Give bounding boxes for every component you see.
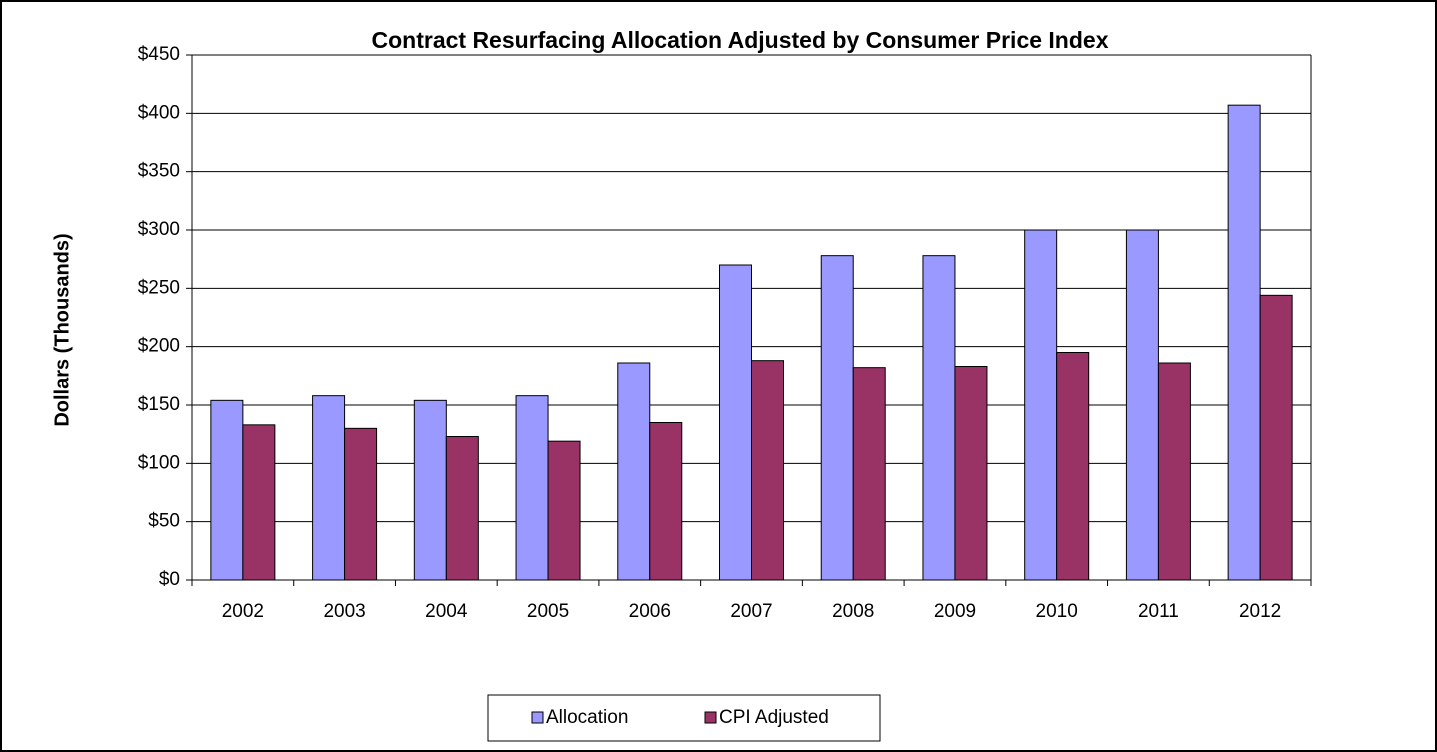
bar xyxy=(515,395,549,581)
bar xyxy=(820,255,854,581)
bar xyxy=(1227,104,1261,581)
bar xyxy=(242,424,276,581)
bar xyxy=(1259,294,1293,581)
x-tick-label: 2012 xyxy=(1239,601,1281,622)
y-tick-label: $200 xyxy=(138,336,180,357)
legend-swatch xyxy=(531,711,544,724)
x-tick-label: 2005 xyxy=(527,601,569,622)
y-tick-label: $400 xyxy=(138,102,180,123)
bar xyxy=(719,264,752,581)
x-tick-label: 2004 xyxy=(425,601,468,622)
y-tick-label: $350 xyxy=(138,161,180,182)
bar xyxy=(210,399,244,581)
chart-title: Contract Resurfacing Allocation Adjusted… xyxy=(372,27,1109,53)
bar xyxy=(1024,229,1058,581)
bar xyxy=(445,436,479,581)
y-axis-title: Dollars (Thousands) xyxy=(51,233,73,426)
y-tick-label: $150 xyxy=(138,394,180,415)
x-tick-label: 2006 xyxy=(629,601,671,622)
y-tick-label: $250 xyxy=(138,277,180,298)
legend-swatch xyxy=(704,711,717,724)
bar xyxy=(852,367,886,581)
y-tick-label: $450 xyxy=(138,44,180,65)
legend-label: Allocation xyxy=(546,707,628,728)
bar xyxy=(312,395,346,581)
bar xyxy=(954,366,988,581)
x-tick-label: 2010 xyxy=(1036,601,1078,622)
bar xyxy=(547,440,581,581)
x-tick-label: 2003 xyxy=(323,601,365,622)
x-tick-label: 2007 xyxy=(730,601,772,622)
legend-box xyxy=(487,694,881,742)
x-tick-label: 2009 xyxy=(934,601,976,622)
bar xyxy=(649,422,683,581)
y-tick-label: $50 xyxy=(148,511,180,532)
x-tick-label: 2008 xyxy=(832,601,874,622)
legend-label: CPI Adjusted xyxy=(719,707,829,728)
y-tick-label: $300 xyxy=(138,219,180,240)
bar xyxy=(751,360,784,581)
x-tick-label: 2002 xyxy=(222,601,264,622)
bar xyxy=(1056,352,1090,581)
bar xyxy=(1157,362,1191,581)
bar xyxy=(344,427,378,581)
bar xyxy=(922,255,956,581)
bar xyxy=(617,362,651,581)
bar xyxy=(1125,229,1159,581)
y-tick-label: $0 xyxy=(159,569,180,590)
y-tick-label: $100 xyxy=(138,452,180,473)
x-tick-label: 2011 xyxy=(1138,601,1179,622)
bar xyxy=(413,399,447,581)
